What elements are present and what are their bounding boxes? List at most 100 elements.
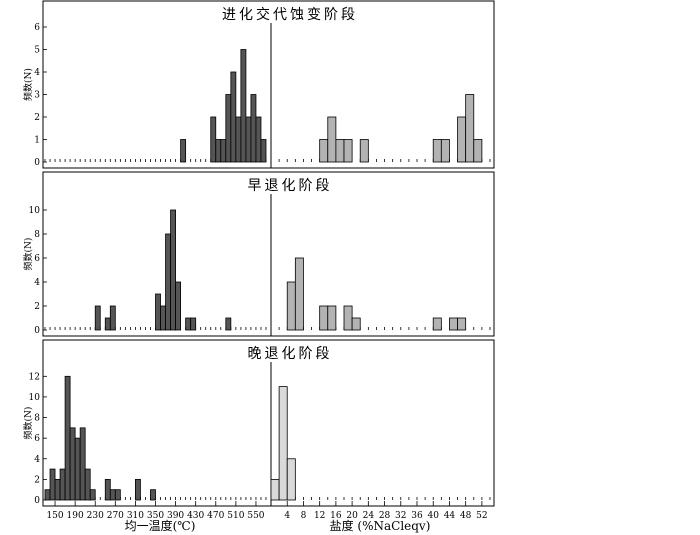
temperature-bar <box>69 427 76 501</box>
y-tick-label: 3 <box>34 91 40 101</box>
y-tick-label: 6 <box>34 23 40 33</box>
salinity-tick-label: 52 <box>476 511 487 521</box>
panel-title: 晚退化阶段 <box>248 346 333 362</box>
y-axis-label: 频数(N) <box>22 238 34 271</box>
salinity-bar <box>465 94 475 163</box>
salinity-bar <box>278 386 288 501</box>
temperature-bar <box>190 317 197 331</box>
salinity-bar <box>449 317 458 331</box>
salinity-axis-label: 盐度 (%NaCleqv) <box>330 518 431 533</box>
salinity-tick-label: 40 <box>427 511 439 521</box>
temperature-bar <box>135 478 141 501</box>
y-tick-label: 10 <box>29 393 41 403</box>
panel-title: 早退化阶段 <box>248 178 333 194</box>
temperature-bar <box>250 94 257 163</box>
temperature-bar <box>104 317 111 331</box>
temperature-bar <box>240 49 247 163</box>
temperature-bar <box>44 489 51 501</box>
temperature-tick-label: 270 <box>107 511 124 521</box>
salinity-bar <box>359 139 369 163</box>
salinity-tick-label: 28 <box>379 511 391 521</box>
y-axis-label: 频数(N) <box>22 407 34 440</box>
salinity-tick-label: 20 <box>346 511 358 521</box>
y-tick-label: 8 <box>34 414 40 424</box>
salinity-bar <box>270 478 280 501</box>
y-tick-label: 2 <box>34 113 40 123</box>
y-tick-label: 4 <box>34 68 40 78</box>
salinity-bar <box>457 317 467 331</box>
temperature-bar <box>165 233 171 331</box>
temperature-bar <box>59 468 66 501</box>
salinity-bar <box>440 139 450 163</box>
salinity-bar <box>343 305 353 331</box>
salinity-bar <box>343 139 353 163</box>
temperature-bar <box>160 305 166 331</box>
y-tick-label: 6 <box>34 434 40 444</box>
temperature-bar <box>54 478 61 501</box>
temperature-bar <box>94 305 101 331</box>
y-tick-label: 10 <box>29 206 41 216</box>
temperature-bar <box>114 489 121 501</box>
temperature-tick-label: 350 <box>147 511 164 521</box>
temperature-bar <box>225 94 232 163</box>
salinity-tick-label: 12 <box>314 511 325 521</box>
temperature-bar <box>220 139 227 163</box>
temperature-bar <box>245 116 252 163</box>
temperature-tick-label: 310 <box>127 511 144 521</box>
salinity-bar <box>327 116 337 163</box>
temperature-bar <box>215 139 222 163</box>
salinity-bar <box>457 116 467 163</box>
temperature-tick-label: 470 <box>207 511 224 521</box>
salinity-bar <box>294 257 304 331</box>
y-tick-label: 4 <box>34 278 40 288</box>
temperature-bar <box>210 116 217 163</box>
y-tick-label: 4 <box>34 455 40 465</box>
salinity-bar <box>286 281 296 331</box>
temperature-tick-label: 190 <box>67 511 84 521</box>
salinity-bar <box>335 139 345 163</box>
salinity-tick-label: 44 <box>444 511 456 521</box>
y-tick-label: 5 <box>34 46 40 56</box>
panels-group: 进化交代蚀变阶段频数(N)0123456早退化阶段频数(N)0246810晚退化… <box>22 0 495 507</box>
salinity-bar <box>286 458 296 501</box>
temperature-tick-label: 430 <box>187 511 204 521</box>
temperature-bar <box>170 209 176 331</box>
temperature-bar <box>84 468 91 501</box>
temperature-bar <box>255 116 262 163</box>
temperature-tick-label: 230 <box>87 511 104 521</box>
temperature-bar <box>175 281 182 331</box>
y-tick-label: 2 <box>34 475 40 485</box>
salinity-tick-label: 32 <box>395 511 406 521</box>
salinity-bar <box>351 317 361 331</box>
temperature-bar <box>230 71 237 163</box>
temperature-tick-label: 150 <box>46 511 63 521</box>
salinity-bar <box>432 317 442 331</box>
salinity-bar <box>432 139 442 163</box>
temperature-bar <box>235 116 242 163</box>
panel-title: 进化交代蚀变阶段 <box>222 6 358 23</box>
panel-frame <box>42 0 495 169</box>
y-tick-label: 1 <box>34 136 40 146</box>
x-axis-group: 150 190 230 270 310 350 390 430 470 510 550 4 8 12 16 2… <box>46 501 488 521</box>
y-tick-label: 2 <box>34 302 40 312</box>
y-axis-label: 频数(N) <box>22 68 34 101</box>
temperature-bar <box>109 305 116 331</box>
temperature-tick-label: 510 <box>227 511 244 521</box>
temperature-bar <box>185 317 192 331</box>
temperature-bar <box>260 139 267 163</box>
salinity-tick-label: 36 <box>411 511 423 521</box>
temperature-bar <box>150 489 156 501</box>
salinity-tick-label: 48 <box>460 511 472 521</box>
salinity-tick-label: 24 <box>363 511 375 521</box>
y-tick-label: 6 <box>34 254 40 264</box>
y-tick-label: 12 <box>29 372 40 382</box>
temperature-bar <box>180 139 187 163</box>
y-tick-label: 0 <box>34 326 40 336</box>
salinity-bar <box>319 305 329 331</box>
y-tick-label: 8 <box>34 230 40 240</box>
salinity-tick-label: 16 <box>330 511 342 521</box>
temperature-tick-label: 390 <box>167 511 184 521</box>
